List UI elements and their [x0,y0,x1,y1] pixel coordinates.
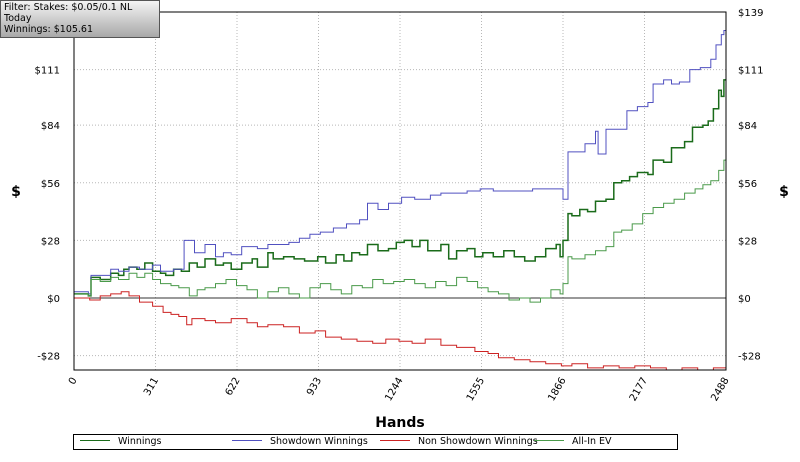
legend-entry-non-showdown-winnings: Non Showdown Winnings [380,435,538,449]
x-tick-label: 2177 [628,376,650,404]
y-tick-label: $0 [738,294,751,305]
legend-swatch [380,440,410,441]
series-lines [74,12,727,371]
y-tick-labels-left: -$28$0$28$56$84$111$139 [35,8,60,363]
y-axis-title-left: $ [11,184,21,200]
legend-entry-all-in-ev: All-In EV [534,435,612,449]
y-tick-label: $28 [41,236,60,247]
legend-label: Showdown Winnings [270,436,368,447]
y-tick-label: $56 [738,179,757,190]
filter-date-text: Today [4,13,32,24]
grid-lines [73,11,727,370]
x-tick-label: 622 [224,376,243,398]
x-tick-labels: 0 311 622 933 1244 1555 1866 2177 2488 [67,376,732,404]
y-tick-label: $111 [738,66,763,77]
y-tick-label: $84 [738,121,757,132]
series-line-showdown-winnings [74,12,727,295]
y-tick-label: -$28 [37,352,60,363]
y-axis-title-right: $ [779,184,789,200]
y-tick-label: $0 [47,294,60,305]
legend-entry-showdown-winnings: Showdown Winnings [232,435,368,449]
series-line-all-in-ev [74,158,727,303]
x-tick-label: 1244 [383,376,405,404]
y-tick-label: $84 [41,121,60,132]
x-axis-title: Hands [375,415,425,431]
filter-winnings-text: Winnings: $105.61 [4,24,94,35]
x-tick-label: 933 [305,376,324,398]
x-tick-label: 0 [67,376,80,387]
y-tick-label: $56 [41,179,60,190]
legend-swatch [232,440,262,441]
x-tick-label: 1866 [546,376,568,404]
series-line-non-showdown-winnings [74,291,727,371]
legend-label: Non Showdown Winnings [418,436,538,447]
y-tick-label: -$28 [738,352,761,363]
legend: Winnings Showdown Winnings Non Showdown Wi… [73,434,678,450]
plot-frame [73,11,727,371]
y-tick-label: $28 [738,236,757,247]
legend-label: All-In EV [572,436,612,447]
y-tick-labels-right: -$28 $0 $28 $56 $84 $111 $139 [738,8,763,363]
x-tick-label: 311 [142,376,161,398]
y-tick-label: $111 [35,66,60,77]
filter-stakes-text: Filter: Stakes: $0.05/0.1 NL [4,2,133,13]
y-tick-label: $139 [738,8,763,19]
legend-label: Winnings [118,436,162,447]
series-line-winnings [74,79,726,297]
legend-swatch [534,440,564,441]
x-tick-label: 1555 [465,376,487,404]
legend-swatch [80,440,110,441]
filter-info-box: Filter: Stakes: $0.05/0.1 NL Today Winni… [0,0,160,38]
legend-entry-winnings: Winnings [80,435,162,449]
x-tick-label: 2488 [709,376,731,404]
